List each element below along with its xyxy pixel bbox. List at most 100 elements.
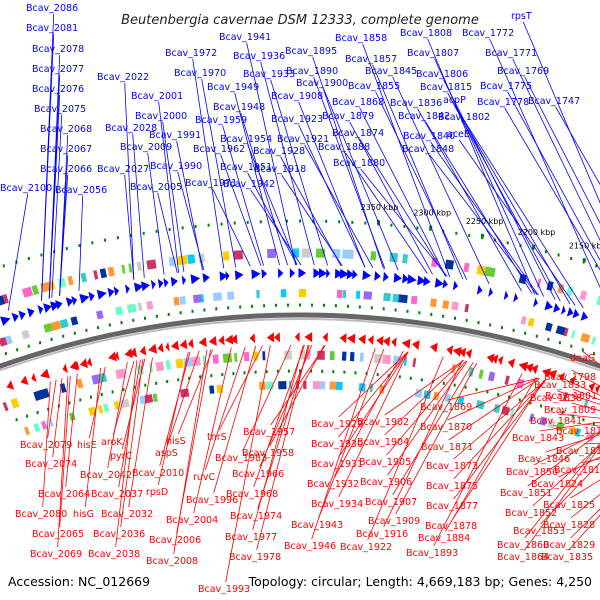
reverse-gene-label[interactable]: Bcav_1978: [229, 552, 281, 563]
reverse-gene-label[interactable]: Bcav_1828: [543, 520, 595, 531]
reverse-gene-label[interactable]: hisE: [77, 440, 97, 451]
reverse-gene-label[interactable]: Bcav_1811: [556, 426, 600, 437]
reverse-gene-label[interactable]: Bcav_1853: [513, 526, 565, 537]
reverse-gene-label[interactable]: Bcav_1996: [186, 495, 238, 506]
forward-gene-label[interactable]: Bcav_1769: [497, 66, 549, 77]
forward-gene-label[interactable]: Bcav_1942: [223, 179, 275, 190]
forward-gene-label[interactable]: Bcav_2027: [97, 164, 149, 175]
reverse-gene-label[interactable]: Bcav_1934: [311, 499, 363, 510]
forward-gene-label[interactable]: Bcav_2076: [32, 84, 84, 95]
forward-gene-label[interactable]: rpsT: [511, 11, 532, 22]
reverse-gene-label[interactable]: aroK: [101, 437, 123, 448]
reverse-gene-label[interactable]: Bcav_1869: [420, 402, 472, 413]
forward-gene-label[interactable]: Bcav_1923: [271, 114, 323, 125]
reverse-gene-label[interactable]: hisG: [73, 509, 94, 520]
reverse-gene-label[interactable]: Bcav_1843: [512, 433, 564, 444]
forward-gene-label[interactable]: Bcav_1971: [185, 178, 237, 189]
forward-gene-label[interactable]: Bcav_1771: [485, 48, 537, 59]
reverse-gene-label[interactable]: dnaG: [570, 353, 595, 364]
reverse-gene-label[interactable]: Bcav_1916: [356, 529, 408, 540]
forward-gene-label[interactable]: Bcav_1936: [233, 51, 285, 62]
reverse-gene-label[interactable]: Bcav_1841: [530, 416, 582, 427]
forward-gene-label[interactable]: Bcav_2081: [26, 23, 78, 34]
forward-gene-label[interactable]: Bcav_1948: [213, 102, 265, 113]
reverse-gene-label[interactable]: thrS: [207, 432, 227, 443]
forward-gene-label[interactable]: Bcav_1962: [193, 144, 245, 155]
reverse-gene-label[interactable]: Bcav_1977: [225, 532, 277, 543]
forward-gene-label[interactable]: Bcav_1951: [220, 162, 272, 173]
reverse-gene-label[interactable]: Bcav_1871: [421, 442, 473, 453]
forward-gene-label[interactable]: Bcav_1954: [220, 134, 272, 145]
reverse-gene-label[interactable]: Bcav_1833: [534, 380, 586, 391]
reverse-gene-label[interactable]: Bcav_1993: [198, 584, 250, 595]
forward-gene-label[interactable]: Bcav_2066: [40, 164, 92, 175]
reverse-gene-label[interactable]: Bcav_1877: [426, 501, 478, 512]
reverse-gene-label[interactable]: Bcav_1966: [232, 469, 284, 480]
forward-gene-label[interactable]: Bcav_1888: [318, 142, 370, 153]
forward-gene-label[interactable]: aceE: [447, 129, 470, 140]
reverse-gene-label[interactable]: Bcav_1812: [556, 446, 600, 457]
forward-gene-label[interactable]: Bcav_1845: [365, 66, 417, 77]
forward-gene-label[interactable]: acpP: [443, 95, 466, 106]
forward-gene-label[interactable]: Bcav_1848: [402, 144, 454, 155]
forward-gene-label[interactable]: Bcav_1840: [403, 131, 455, 142]
forward-gene-label[interactable]: Bcav_1836: [390, 98, 442, 109]
forward-gene-label[interactable]: Bcav_2086: [26, 3, 78, 14]
reverse-gene-label[interactable]: Bcav_1958: [242, 448, 294, 459]
reverse-gene-label[interactable]: Bcav_1851: [500, 488, 552, 499]
reverse-gene-label[interactable]: Bcav_1864: [497, 552, 549, 563]
reverse-gene-label[interactable]: Bcav_2036: [93, 529, 145, 540]
reverse-gene-label[interactable]: pyrC: [110, 451, 133, 462]
forward-gene-label[interactable]: Bcav_1990: [150, 161, 202, 172]
reverse-gene-label[interactable]: Bcav_1829: [543, 540, 595, 551]
reverse-gene-label[interactable]: Bcav_1929: [311, 419, 363, 430]
forward-gene-label[interactable]: Bcav_2078: [32, 44, 84, 55]
reverse-gene-label[interactable]: Bcav_1909: [368, 516, 420, 527]
reverse-gene-label[interactable]: Bcav_2004: [166, 515, 218, 526]
reverse-gene-label[interactable]: Bcav_1983: [215, 453, 267, 464]
reverse-gene-label[interactable]: Bcav_1902: [357, 417, 409, 428]
forward-gene-label[interactable]: Bcav_1949: [207, 82, 259, 93]
reverse-gene-label[interactable]: Bcav_1824: [531, 479, 583, 490]
forward-gene-label[interactable]: Bcav_1807: [407, 48, 459, 59]
reverse-gene-label[interactable]: Bcav_2032: [101, 509, 153, 520]
forward-gene-label[interactable]: Bcav_1808: [400, 28, 452, 39]
forward-gene-label[interactable]: Bcav_1928: [253, 146, 305, 157]
forward-gene-label[interactable]: Bcav_1880: [333, 158, 385, 169]
forward-gene-label[interactable]: Bcav_2068: [40, 124, 92, 135]
reverse-gene-label[interactable]: Bcav_1825: [543, 500, 595, 511]
forward-gene-label[interactable]: Bcav_2075: [34, 104, 86, 115]
forward-gene-label[interactable]: Bcav_2005: [130, 182, 182, 193]
forward-gene-label[interactable]: Bcav_2028: [105, 123, 157, 134]
forward-gene-label[interactable]: Bcav_1908: [271, 91, 323, 102]
reverse-gene-label[interactable]: Bcav_1946: [284, 541, 336, 552]
forward-gene-label[interactable]: Bcav_1941: [219, 32, 271, 43]
forward-gene-label[interactable]: Bcav_1842: [398, 111, 450, 122]
reverse-gene-label[interactable]: Bcav_1904: [357, 437, 409, 448]
reverse-gene-label[interactable]: rpsD: [146, 487, 168, 498]
reverse-gene-label[interactable]: ruvC: [193, 472, 216, 483]
forward-gene-label[interactable]: Bcav_2100: [0, 183, 52, 194]
forward-gene-label[interactable]: Bcav_1858: [335, 33, 387, 44]
reverse-gene-label[interactable]: Bcav_1922: [340, 542, 392, 553]
reverse-gene-label[interactable]: Bcav_1801: [545, 391, 597, 402]
reverse-gene-label[interactable]: Bcav_1878: [425, 521, 477, 532]
forward-gene-label[interactable]: Bcav_1918: [254, 164, 306, 175]
reverse-gene-label[interactable]: Bcav_1884: [418, 533, 470, 544]
forward-gene-label[interactable]: Bcav_1772: [462, 28, 514, 39]
forward-gene-label[interactable]: Bcav_2009: [120, 142, 172, 153]
reverse-gene-label[interactable]: Bcav_2037: [91, 489, 143, 500]
reverse-gene-label[interactable]: Bcav_2074: [25, 459, 77, 470]
reverse-gene-label[interactable]: Bcav_1798: [544, 372, 596, 383]
reverse-gene-label[interactable]: Bcav_1957: [243, 427, 295, 438]
reverse-gene-label[interactable]: Bcav_1875: [426, 481, 478, 492]
reverse-gene-label[interactable]: aspS: [155, 448, 178, 459]
reverse-gene-label[interactable]: Bcav_2010: [132, 468, 184, 479]
reverse-gene-label[interactable]: Bcav_1835: [541, 552, 593, 563]
forward-gene-label[interactable]: Bcav_1874: [332, 128, 384, 139]
forward-gene-label[interactable]: Bcav_1855: [348, 81, 400, 92]
reverse-gene-label[interactable]: Bcav_2038: [88, 549, 140, 560]
reverse-gene-label[interactable]: Bcav_1870: [420, 422, 472, 433]
reverse-gene-label[interactable]: Bcav_1930: [311, 439, 363, 450]
forward-gene-label[interactable]: Bcav_1959: [195, 115, 247, 126]
